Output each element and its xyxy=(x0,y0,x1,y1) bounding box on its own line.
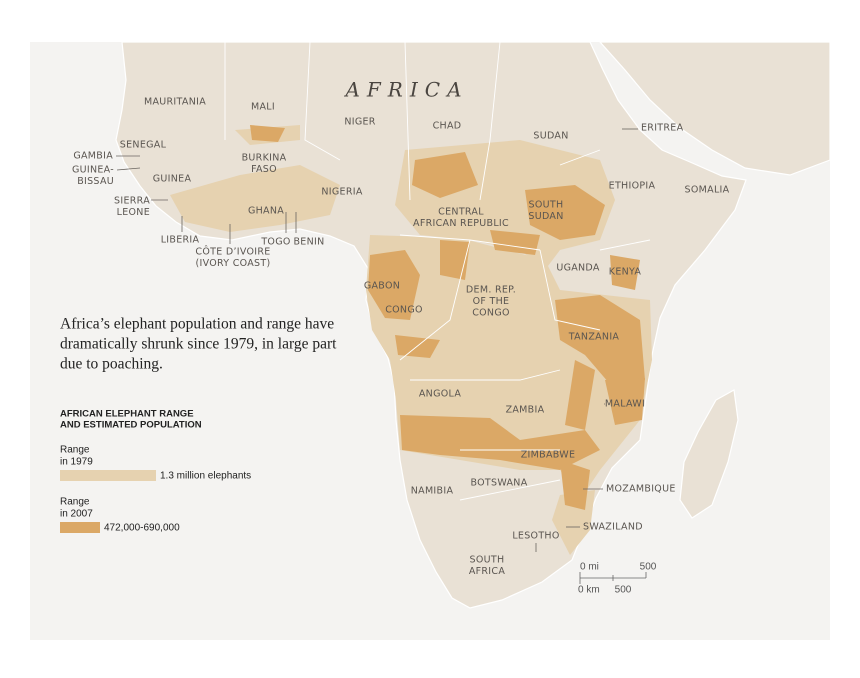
country-label: TANZANIA xyxy=(568,332,620,343)
country-label: OF THE xyxy=(473,296,510,307)
legend-label: Range xyxy=(60,497,90,508)
legend-title: AFRICAN ELEPHANT RANGE xyxy=(60,409,194,420)
country-label: CHAD xyxy=(433,121,462,132)
country-label: BENIN xyxy=(293,237,324,248)
country-label: MALAWI xyxy=(605,399,645,410)
legend-title: AND ESTIMATED POPULATION xyxy=(60,420,202,431)
country-label: ERITREA xyxy=(641,123,684,134)
legend-block: Africa’s elephant population and range h… xyxy=(60,316,657,596)
country-label: MAURITANIA xyxy=(144,97,206,108)
legend-label: in 2007 xyxy=(60,509,93,520)
legend-swatch xyxy=(60,470,156,481)
country-label: FASO xyxy=(251,164,277,175)
country-label: SUDAN xyxy=(533,131,568,142)
scale-label: 0 mi xyxy=(580,562,599,573)
country-label: SOUTH xyxy=(470,555,505,566)
country-label: AFRICAN REPUBLIC xyxy=(413,218,509,229)
legend-population: 1.3 million elephants xyxy=(160,471,251,482)
country-label: AFRICA xyxy=(469,566,505,577)
legend-swatch xyxy=(60,522,100,533)
leader-line xyxy=(116,167,141,171)
country-label: UGANDA xyxy=(556,263,600,274)
country-label: DEM. REP. xyxy=(466,285,516,296)
country-label: TOGO xyxy=(260,237,290,248)
country-label: MOZAMBIQUE xyxy=(606,484,676,495)
country-label: SWAZILAND xyxy=(583,522,643,533)
scale-label: 500 xyxy=(640,562,657,573)
madagascar xyxy=(679,389,739,519)
country-label: CENTRAL xyxy=(438,207,484,218)
country-label: ZAMBIA xyxy=(506,405,545,416)
country-label: BURKINA xyxy=(242,153,287,164)
country-label: ETHIOPIA xyxy=(609,181,656,192)
country-label: CONGO xyxy=(472,308,510,319)
country-label: (IVORY COAST) xyxy=(195,258,270,269)
country-label: MALI xyxy=(251,102,275,113)
country-label: BISSAU xyxy=(77,176,114,187)
country-label: CONGO xyxy=(385,305,423,316)
country-label: LIBERIA xyxy=(161,235,200,246)
country-label: ANGOLA xyxy=(419,389,461,400)
country-label: ZIMBABWE xyxy=(521,450,576,461)
country-label: SIERRA xyxy=(114,196,150,207)
country-label: GHANA xyxy=(248,206,284,217)
country-label: GAMBIA xyxy=(73,151,113,162)
country-label: SOUTH xyxy=(529,200,564,211)
country-label: LEONE xyxy=(117,207,150,218)
country-label: SOMALIA xyxy=(685,185,730,196)
country-label: CÔTE D’IVOIRE xyxy=(195,246,270,258)
legend-label: in 1979 xyxy=(60,457,93,468)
description: due to poaching. xyxy=(60,356,163,373)
country-label: SUDAN xyxy=(528,211,563,222)
country-label: KENYA xyxy=(609,267,642,278)
country-label: GABON xyxy=(364,281,400,292)
country-labels: MAURITANIA MALI NIGER CHAD SUDAN ERITREA SENEG… xyxy=(72,97,730,578)
range-2007 xyxy=(250,125,645,510)
arabia xyxy=(598,41,831,176)
country-label: BOTSWANA xyxy=(470,478,527,489)
country-label: NAMIBIA xyxy=(411,486,454,497)
legend-population: 472,000-690,000 xyxy=(104,523,180,534)
country-borders xyxy=(224,41,651,501)
country-label: NIGER xyxy=(344,117,375,128)
country-label: LESOTHO xyxy=(512,531,559,542)
country-label: SENEGAL xyxy=(120,140,167,151)
country-label: GUINEA xyxy=(153,174,192,185)
map-title: AFRICA xyxy=(343,78,468,102)
country-label: GUINEA- xyxy=(72,165,114,176)
scale-label: 500 xyxy=(615,585,632,596)
country-label: NIGERIA xyxy=(321,187,362,198)
description: Africa’s elephant population and range h… xyxy=(60,316,334,333)
description: dramatically shrunk since 1979, in large… xyxy=(60,336,337,353)
legend-label: Range xyxy=(60,445,90,456)
scale-label: 0 km xyxy=(578,585,600,596)
